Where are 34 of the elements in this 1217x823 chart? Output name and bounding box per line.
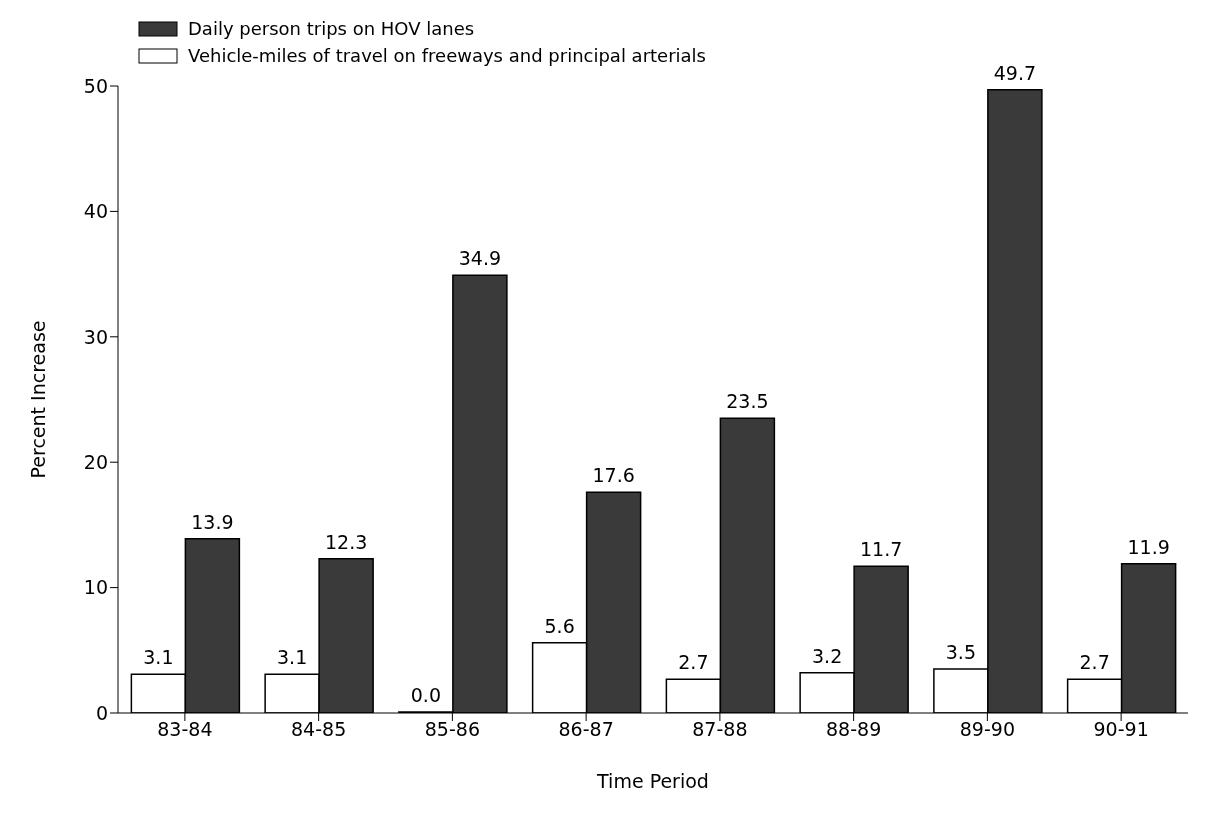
- data-label: 3.1: [277, 646, 308, 669]
- y-axis-title: Percent Increase: [26, 320, 49, 479]
- data-label: 23.5: [726, 390, 769, 413]
- data-label: 3.5: [945, 641, 976, 664]
- data-label: 2.7: [1079, 651, 1110, 674]
- data-label: 3.1: [143, 646, 174, 669]
- y-tick-label: 0: [95, 701, 108, 724]
- y-tick-label: 30: [83, 325, 108, 348]
- y-tick-label: 50: [83, 74, 108, 97]
- legend-label: Vehicle-miles of travel on freeways and principal arterials: [188, 45, 706, 66]
- x-tick-label: 84-85: [291, 718, 347, 741]
- data-label: 12.3: [324, 530, 368, 553]
- x-axis-title: Time Period: [596, 770, 709, 792]
- x-tick-label: 87-88: [692, 718, 748, 741]
- data-label: 17.6: [592, 464, 635, 487]
- x-tick-label: 83-84: [157, 718, 213, 741]
- data-label: 3.2: [812, 644, 843, 667]
- x-tick-label: 85-86: [424, 718, 480, 741]
- data-label: 13.9: [191, 510, 234, 533]
- data-label: 11.7: [859, 538, 903, 561]
- x-tick-label: 86-87: [558, 718, 614, 741]
- data-label: 11.9: [1127, 535, 1170, 558]
- x-tick-label: 88-89: [826, 718, 882, 741]
- x-tick-label: 90-91: [1093, 718, 1149, 741]
- data-label: 34.9: [458, 247, 502, 270]
- x-tick-label: 89-90: [959, 718, 1015, 741]
- data-label: 5.6: [544, 614, 575, 637]
- y-tick-label: 10: [83, 576, 108, 599]
- data-label: 0.0: [410, 684, 441, 706]
- y-tick-label: 40: [83, 200, 108, 223]
- legend-label: Daily person trips on HOV lanes: [188, 18, 475, 39]
- data-label: 49.7: [993, 61, 1037, 84]
- data-label: 2.7: [678, 651, 709, 674]
- y-tick-label: 20: [83, 450, 108, 473]
